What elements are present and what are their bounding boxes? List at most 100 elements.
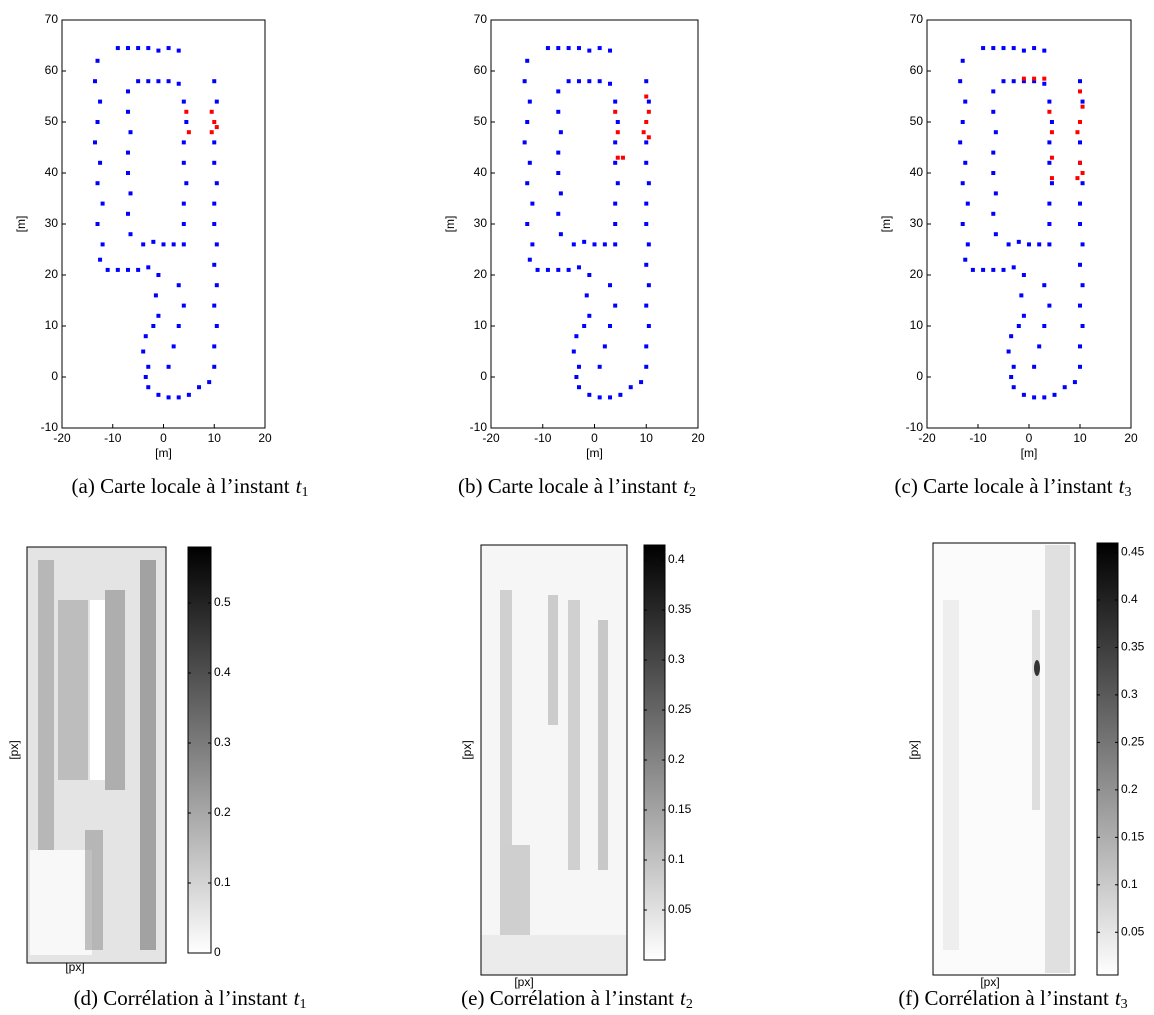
map-point [125, 109, 130, 114]
map-point [161, 242, 166, 247]
map-point [98, 99, 103, 104]
map-point [181, 99, 186, 104]
y-tick-label: 50 [474, 114, 488, 128]
x-tick-label: -10 [534, 431, 552, 445]
map-point [644, 79, 649, 84]
map-point [1011, 364, 1016, 369]
map-point [1080, 104, 1085, 109]
map-point [582, 324, 587, 328]
map-point [171, 344, 176, 349]
map-point [1047, 109, 1052, 114]
caption-text: (b) Carte locale à l’instant [458, 474, 677, 498]
map-point [176, 324, 181, 328]
colorbar [643, 544, 666, 961]
map-point [1062, 385, 1067, 390]
colorbar [1096, 542, 1119, 976]
map-point [146, 364, 151, 369]
map-point [166, 46, 171, 51]
map-point [98, 160, 103, 165]
map-point [1001, 267, 1006, 272]
x-tick-label: -10 [104, 431, 122, 445]
caption-sub: 3 [1121, 997, 1128, 1012]
map-point [1021, 76, 1026, 81]
map-point [95, 181, 100, 186]
map-point [993, 232, 998, 237]
map-point [1016, 324, 1021, 328]
map-point [608, 324, 613, 328]
map-point [615, 120, 620, 124]
map-point [644, 364, 649, 369]
map-point [1032, 79, 1037, 84]
map-point [574, 375, 579, 379]
caption-math: t [683, 474, 690, 498]
map-point [644, 120, 649, 124]
caption-math: t [1119, 474, 1126, 498]
map-point [181, 242, 186, 247]
map-point [151, 324, 156, 328]
map-point [186, 392, 191, 397]
map-point [136, 267, 141, 272]
map-point [1021, 273, 1026, 277]
colorbar-tick-label: 0.5 [214, 595, 231, 609]
colorbar-tick-label: 0.15 [668, 802, 692, 816]
map-point [558, 130, 563, 135]
map-point [92, 140, 97, 145]
map-point [960, 58, 965, 63]
map-point [212, 364, 217, 369]
map-point [1078, 344, 1082, 349]
map-point [981, 46, 986, 51]
x-tick-label: 20 [258, 431, 272, 445]
map-point [958, 79, 963, 84]
map-point [646, 283, 651, 288]
x-axis-label: [m] [586, 446, 603, 460]
map-point [527, 160, 532, 165]
map-point [545, 267, 550, 272]
y-tick-label: 60 [474, 63, 488, 77]
y-tick-label: 40 [45, 165, 59, 179]
map-point [530, 242, 535, 247]
map-point [1037, 344, 1042, 349]
map-point [644, 140, 649, 145]
x-axis-label: [m] [1021, 446, 1038, 460]
map-point [1080, 242, 1085, 247]
map-point [965, 242, 970, 247]
map-point [558, 232, 563, 237]
map-point [1042, 76, 1047, 81]
map-point [141, 242, 146, 247]
map-point [981, 267, 986, 272]
plot-frame [490, 19, 699, 429]
map-point [128, 191, 133, 196]
colorbar-tick-label: 0 [214, 945, 221, 959]
map-point [156, 79, 161, 84]
map-point [1037, 242, 1042, 247]
map-point [1027, 242, 1031, 247]
map-point [993, 130, 998, 135]
heatmap-image-d [27, 547, 166, 963]
map-point [212, 140, 217, 145]
map-point [646, 109, 651, 114]
map-point [125, 150, 130, 155]
colorbar-tick-label: 0.3 [668, 652, 685, 666]
map-point [615, 181, 620, 186]
map-point [136, 46, 141, 51]
map-point [582, 239, 587, 244]
x-tick-label: 0 [591, 431, 598, 445]
map-point [1078, 262, 1082, 267]
map-point [566, 79, 571, 84]
map-point [965, 201, 970, 206]
colorbar-tick-label: 0.15 [1121, 830, 1145, 844]
y-axis-label: [px] [907, 740, 921, 759]
map-point [214, 99, 219, 104]
map-point [556, 171, 561, 175]
map-point [212, 222, 217, 226]
map-point [646, 135, 651, 140]
map-point [993, 191, 998, 196]
map-point [1021, 48, 1026, 53]
map-point [214, 242, 219, 247]
map-point [209, 109, 214, 114]
map-point [970, 267, 975, 272]
y-tick-label: 70 [45, 12, 59, 26]
caption: (f) Corrélation à l’instant t3 [898, 986, 1127, 1012]
map-point [156, 48, 161, 53]
